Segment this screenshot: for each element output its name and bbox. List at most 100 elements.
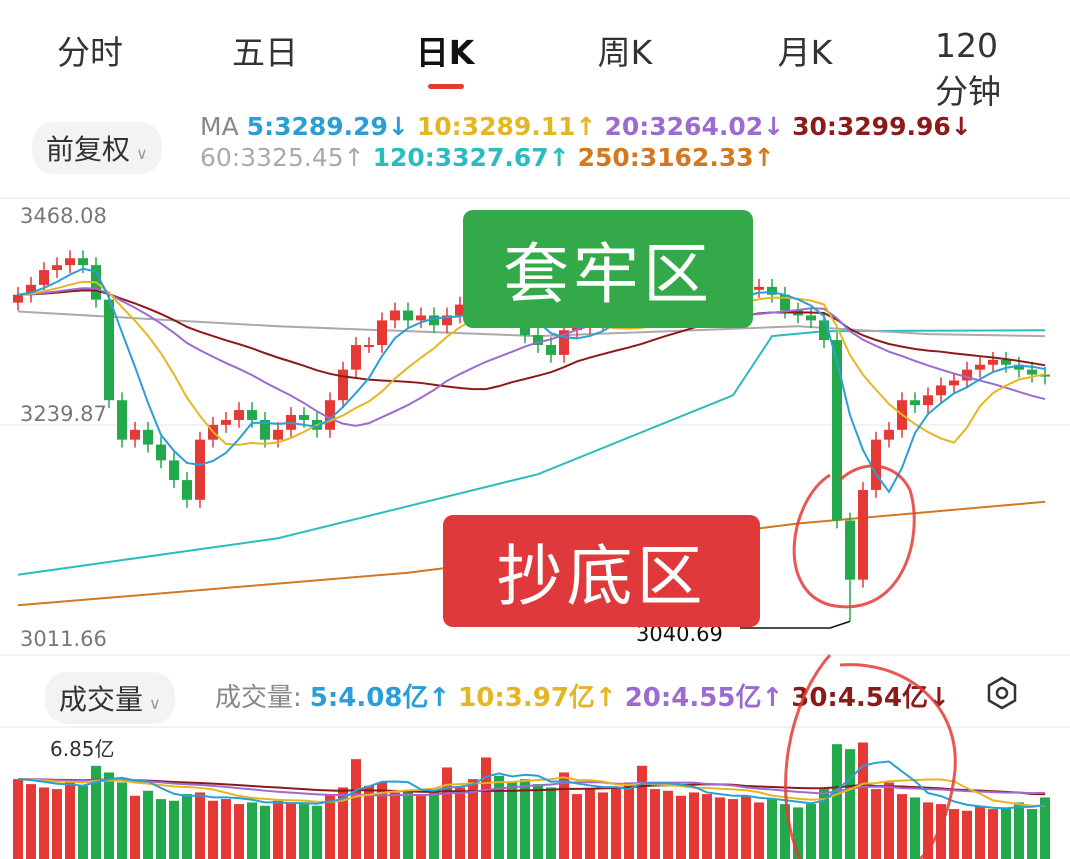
ma30-value: 30:3299.96↓ — [792, 112, 972, 141]
volume-bar — [884, 782, 894, 859]
tab-2[interactable]: 日K — [415, 33, 475, 72]
y-tick-bottom: 3011.66 — [20, 627, 107, 651]
volume-bar — [481, 757, 491, 859]
candle-body — [572, 326, 582, 331]
volume-bar — [741, 795, 751, 859]
candle-body — [156, 444, 166, 461]
volume-bar — [468, 779, 478, 859]
volume-bar — [559, 772, 569, 859]
candle-body — [884, 429, 894, 440]
adjust-selector[interactable]: 前复权 ∨ — [32, 122, 162, 174]
volume-selector[interactable]: 成交量 ∨ — [45, 672, 175, 724]
tab-4[interactable]: 月K — [777, 33, 833, 72]
candle-body — [923, 395, 933, 406]
candle-body — [988, 359, 998, 365]
candle-body — [273, 429, 283, 440]
candle-body — [910, 400, 920, 406]
volume-bar — [442, 767, 452, 859]
ma250-value: 250:3162.33↑ — [577, 143, 775, 172]
volume-bar — [1001, 807, 1011, 859]
ma20-value: 20:3264.02↓ — [604, 112, 785, 141]
candle-body — [858, 489, 868, 580]
hexagon-settings-icon[interactable] — [985, 676, 1019, 710]
volume-bar — [273, 800, 283, 859]
candle-body — [546, 345, 556, 355]
volume-bar — [780, 804, 790, 859]
trapped-zone-label: 套牢区 — [463, 210, 753, 328]
candle-body — [1001, 359, 1011, 365]
candle-body — [416, 315, 426, 321]
candle-body — [364, 345, 374, 348]
candle-body — [195, 439, 205, 500]
volume-bar — [1014, 802, 1024, 859]
volume-bar — [65, 782, 75, 859]
candle-body — [455, 304, 465, 316]
tab-0[interactable]: 分时 — [57, 33, 123, 72]
candle-body — [1027, 369, 1037, 375]
volume-bar — [897, 794, 907, 859]
tab-1[interactable]: 五日 — [232, 33, 298, 72]
candle-body — [767, 286, 777, 295]
volume-bar — [572, 794, 582, 859]
y-tick-top: 3468.08 — [20, 204, 107, 228]
volume-bar — [390, 792, 400, 859]
candle-body — [299, 415, 309, 420]
volume-bar — [663, 790, 673, 859]
volume-bar — [312, 805, 322, 859]
volume-bar — [1027, 809, 1037, 859]
volume-bar — [702, 794, 712, 859]
volume-bar — [13, 779, 23, 859]
candle-body — [143, 429, 153, 445]
ma20-line — [17, 287, 1046, 427]
volume-bar — [650, 789, 660, 859]
volume-bar — [715, 797, 725, 859]
volume-bar — [806, 804, 816, 859]
ma-prefix: MA — [200, 112, 239, 141]
chevron-down-icon: ∨ — [136, 144, 148, 163]
ma10-value: 10:3289.11↑ — [416, 112, 597, 141]
candle-body — [351, 345, 361, 370]
volume-bar — [286, 802, 296, 859]
candle-body — [559, 330, 569, 355]
volume-bar — [962, 810, 972, 859]
candle-body — [260, 419, 270, 440]
ma5-value: 5:3289.29↓ — [246, 112, 409, 141]
candle-body — [806, 315, 816, 321]
candle-body — [871, 439, 881, 490]
volume-max-label: 6.85亿 — [50, 737, 115, 761]
candle-body — [1040, 374, 1050, 377]
volume-bar — [988, 809, 998, 859]
candle-body — [429, 315, 439, 326]
candle-body — [52, 265, 62, 271]
volume-ma-legend: 成交量: 5:4.08亿↑ 10:3.97亿↑ 20:4.55亿↑ 30:4.54亿↓ — [215, 677, 958, 714]
volume-bar — [611, 787, 621, 859]
volume-bar — [156, 799, 166, 859]
candle-body — [39, 270, 49, 285]
volume-bar — [403, 790, 413, 859]
tab-5[interactable]: 120分钟 — [935, 26, 1001, 111]
volume-bar — [416, 795, 426, 859]
vol-ma20: 20:4.55亿↑ — [624, 683, 784, 713]
ma30-line — [17, 289, 1046, 391]
candle-body — [78, 258, 88, 266]
volume-bar — [169, 800, 179, 859]
volume-bar — [767, 799, 777, 859]
candle-body — [962, 369, 972, 381]
volume-bar — [78, 785, 88, 859]
tab-3[interactable]: 周K — [597, 33, 653, 72]
candle-body — [130, 429, 140, 440]
volume-bar — [299, 804, 309, 859]
candle-body — [949, 380, 959, 386]
volume-bar — [130, 795, 140, 859]
ma-legend-row1: MA 5:3289.29↓ 10:3289.11↑ 20:3264.02↓ 30:329… — [200, 112, 980, 141]
y-tick-mid: 3239.87 — [20, 402, 107, 426]
active-tab-indicator — [428, 84, 464, 89]
volume-bar — [338, 787, 348, 859]
candle-body — [390, 310, 400, 321]
candle-body — [221, 419, 231, 425]
volume-bar — [598, 792, 608, 859]
chevron-down-icon: ∨ — [149, 694, 161, 713]
vol-ma30: 30:4.54亿↓ — [791, 683, 950, 713]
volume-bar — [949, 809, 959, 859]
